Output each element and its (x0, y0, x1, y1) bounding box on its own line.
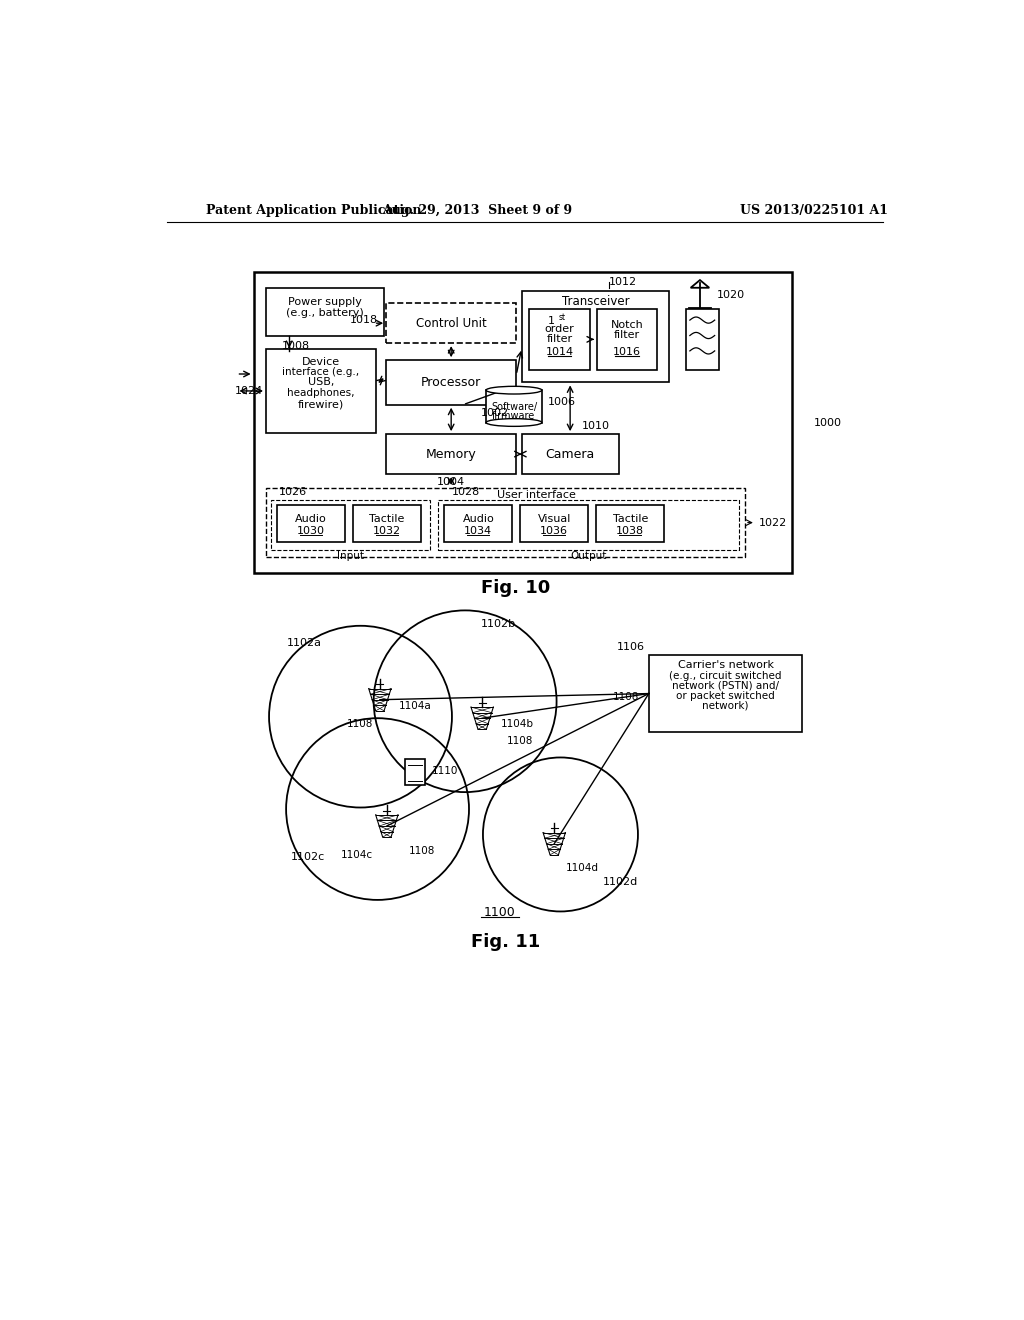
Text: User interface: User interface (497, 490, 575, 500)
Text: order: order (545, 325, 574, 334)
Text: 1: 1 (548, 315, 555, 326)
Bar (386, 360, 516, 405)
Text: 1108: 1108 (613, 693, 640, 702)
Text: firmware: firmware (493, 411, 536, 421)
Text: Transceiver: Transceiver (561, 296, 629, 308)
Text: Output: Output (570, 550, 606, 561)
Text: 1100: 1100 (484, 907, 516, 920)
Text: Power supply: Power supply (288, 297, 361, 306)
Text: or packet switched: or packet switched (676, 690, 775, 701)
Bar (271, 499, 430, 549)
Text: 1104a: 1104a (398, 701, 431, 711)
Bar (529, 309, 590, 370)
Bar (596, 506, 665, 543)
Text: 1104b: 1104b (501, 719, 534, 730)
Text: Fig. 11: Fig. 11 (471, 933, 540, 952)
Text: 1110: 1110 (432, 766, 458, 776)
Bar (254, 272, 793, 573)
Bar (649, 655, 802, 733)
Text: Processor: Processor (421, 376, 481, 389)
Text: interface (e.g.,: interface (e.g., (283, 367, 359, 376)
Text: Tactile: Tactile (612, 513, 648, 524)
Ellipse shape (486, 418, 542, 426)
Text: Audio: Audio (295, 513, 327, 524)
Text: Carrier's network: Carrier's network (678, 660, 773, 671)
Text: Control Unit: Control Unit (416, 317, 486, 330)
Text: Notch: Notch (610, 321, 643, 330)
Text: Fig. 10: Fig. 10 (481, 579, 550, 597)
Text: 1016: 1016 (613, 347, 641, 358)
Text: 1028: 1028 (452, 487, 480, 496)
Bar (352, 506, 421, 543)
Text: Tactile: Tactile (370, 513, 404, 524)
Bar (386, 304, 516, 343)
Text: 1038: 1038 (616, 527, 644, 536)
Bar (597, 309, 657, 370)
Text: headphones,: headphones, (287, 388, 354, 399)
Bar (404, 759, 425, 785)
Text: 1014: 1014 (546, 347, 573, 358)
Text: 1020: 1020 (717, 289, 745, 300)
Bar (521, 434, 618, 474)
Text: 1108: 1108 (507, 737, 534, 746)
Text: Input: Input (337, 550, 365, 561)
Text: firewire): firewire) (298, 399, 344, 409)
Text: filter: filter (614, 330, 640, 341)
Text: 1034: 1034 (464, 527, 493, 536)
Bar (444, 506, 512, 543)
Bar (438, 499, 738, 549)
Text: Patent Application Publication: Patent Application Publication (206, 205, 421, 218)
Text: (e.g., battery): (e.g., battery) (286, 308, 364, 318)
Bar (266, 350, 376, 433)
Text: Aug. 29, 2013  Sheet 9 of 9: Aug. 29, 2013 Sheet 9 of 9 (382, 205, 571, 218)
Text: Software/: Software/ (490, 403, 537, 412)
Text: 1036: 1036 (541, 527, 568, 536)
Text: 1004: 1004 (437, 477, 465, 487)
Text: 1012: 1012 (608, 277, 637, 286)
Text: 1032: 1032 (373, 527, 401, 536)
Text: Memory: Memory (426, 447, 476, 461)
Text: 1002: 1002 (480, 408, 509, 417)
Bar (686, 309, 719, 370)
Bar (266, 288, 384, 335)
Text: 1030: 1030 (297, 527, 325, 536)
Bar (276, 506, 345, 543)
Ellipse shape (486, 387, 542, 395)
Text: 1102b: 1102b (480, 619, 516, 630)
Bar (386, 434, 516, 474)
Text: 1026: 1026 (280, 487, 307, 496)
Text: Audio: Audio (463, 513, 495, 524)
Text: 1104d: 1104d (566, 863, 599, 874)
Text: 1102c: 1102c (291, 851, 325, 862)
Text: filter: filter (547, 334, 572, 343)
Text: 1024: 1024 (234, 385, 263, 396)
Text: Camera: Camera (546, 447, 595, 461)
Text: network): network) (702, 701, 749, 711)
Text: Device: Device (302, 356, 340, 367)
Text: network (PSTN) and/: network (PSTN) and/ (672, 681, 779, 690)
Text: Visual: Visual (538, 513, 571, 524)
Text: 1108: 1108 (409, 846, 435, 855)
Text: 1022: 1022 (759, 517, 787, 528)
Text: 1102a: 1102a (287, 639, 322, 648)
Text: (e.g., circuit switched: (e.g., circuit switched (670, 671, 781, 681)
Bar (266, 488, 744, 557)
Text: 1000: 1000 (814, 417, 842, 428)
Text: st: st (558, 313, 565, 322)
Text: 1010: 1010 (582, 421, 609, 432)
Text: 1102d: 1102d (603, 878, 638, 887)
Text: 1018: 1018 (349, 315, 378, 325)
Text: 1008: 1008 (282, 342, 309, 351)
Bar (521, 290, 669, 381)
Text: 1006: 1006 (548, 397, 577, 408)
Text: 1106: 1106 (616, 642, 645, 652)
Text: 1104c: 1104c (341, 850, 373, 861)
Text: USB,: USB, (308, 378, 334, 388)
Text: US 2013/0225101 A1: US 2013/0225101 A1 (740, 205, 888, 218)
Bar (520, 506, 589, 543)
Text: 1108: 1108 (347, 719, 374, 730)
Bar (486, 391, 542, 422)
